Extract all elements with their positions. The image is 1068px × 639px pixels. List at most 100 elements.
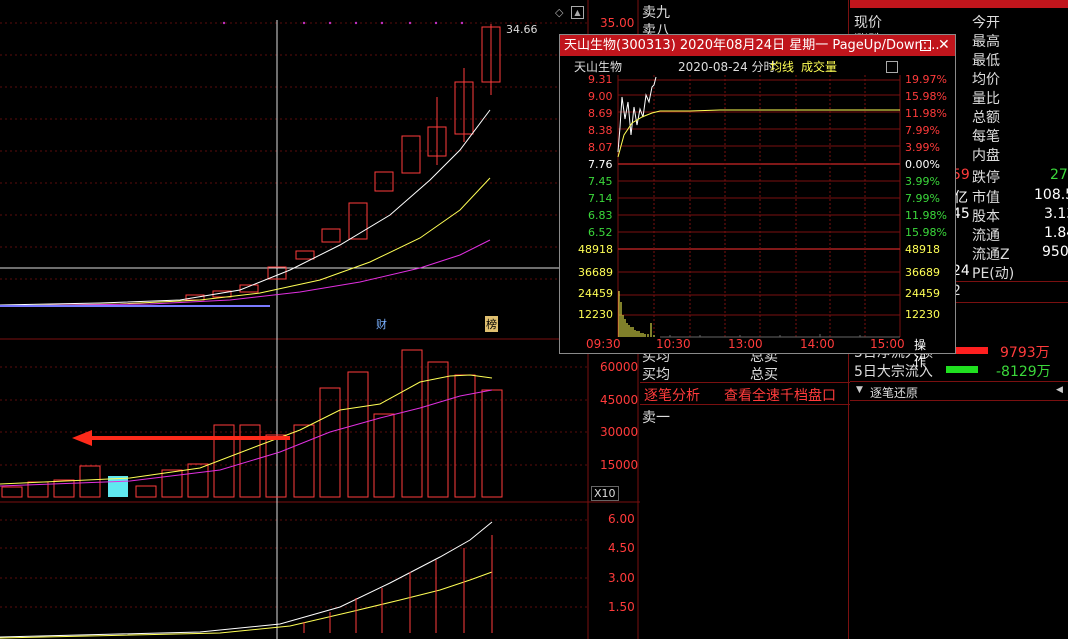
popup-title-text: 天山生物(300313) 2020年08月24日 星期一 PageUp/Down… bbox=[564, 38, 940, 53]
flow2-label: 5日大宗流入 bbox=[854, 364, 933, 380]
indicator-axis-1-5: 1.50 bbox=[608, 600, 635, 614]
popup-price-0: 9.31 bbox=[588, 73, 613, 86]
popup-price-2: 8.69 bbox=[588, 107, 613, 120]
quote-mid-left-0: 59 bbox=[952, 167, 970, 183]
popup-pct-2: 11.98% bbox=[905, 107, 947, 120]
quote-mid-label-float: 流通 bbox=[972, 228, 1000, 244]
quote-label-price: 现价 bbox=[854, 15, 882, 31]
sell-9-label: 卖九 bbox=[642, 5, 670, 21]
quote-mid-label-shares: 股本 bbox=[972, 209, 1000, 225]
popup-vol-right-2: 24459 bbox=[905, 287, 940, 300]
section-collapse-icon[interactable]: ◀ bbox=[1056, 385, 1063, 395]
quote-label-high: 最高 bbox=[972, 34, 1000, 50]
high-price-marker: 34.66 bbox=[506, 23, 538, 36]
popup-close-icon[interactable]: ✕ bbox=[938, 37, 950, 53]
popup-pct-6: 3.99% bbox=[905, 175, 940, 188]
popup-vol-left-3: 12230 bbox=[578, 308, 613, 321]
quote-label-low: 最低 bbox=[972, 53, 1000, 69]
price-axis-label: 35.00 bbox=[600, 16, 635, 30]
section-expand-icon[interactable]: ▼ bbox=[856, 385, 863, 395]
section-tick-restore[interactable]: 逐笔还原 bbox=[870, 386, 919, 400]
flow1-bar bbox=[954, 347, 988, 354]
quote-label-amount: 总额 bbox=[972, 110, 1000, 126]
quote-mid-value-3: 1.84 bbox=[1044, 225, 1068, 241]
popup-pct-1: 15.98% bbox=[905, 90, 947, 103]
quote-label-avg: 均价 bbox=[972, 72, 1000, 88]
popup-vol-right-1: 36689 bbox=[905, 266, 940, 279]
popup-price-4: 8.07 bbox=[588, 141, 613, 154]
popup-avg-line-label: 均线 bbox=[770, 60, 795, 74]
flow1-value: 9793万 bbox=[1000, 345, 1050, 361]
popup-price-1: 9.00 bbox=[588, 90, 613, 103]
collapse-icon[interactable]: ▲ bbox=[571, 6, 584, 19]
quote-label-vol-ratio: 量比 bbox=[972, 91, 1000, 107]
popup-vol-right-3: 12230 bbox=[905, 308, 940, 321]
quote-mid-label-mktcap: 市值 bbox=[972, 190, 1000, 206]
quote-mid-left-5: 24 bbox=[952, 263, 970, 279]
tab-full-depth[interactable]: 查看全速千档盘口 bbox=[724, 388, 836, 404]
popup-price-8: 6.83 bbox=[588, 209, 613, 222]
quote-label-per-trade: 每笔 bbox=[972, 129, 1000, 145]
popup-vol-right-0: 48918 bbox=[905, 243, 940, 256]
kline-chart[interactable]: ◇ ▲ 35.00 34.66 财 榜 60000 45000 30000 15… bbox=[0, 0, 640, 639]
popup-chart-svg bbox=[617, 75, 901, 338]
popup-price-9: 6.52 bbox=[588, 226, 613, 239]
sell-1-label: 卖一 bbox=[642, 410, 670, 426]
intraday-popup-window[interactable]: 天山生物(300313) 2020年08月24日 星期一 PageUp/Down… bbox=[559, 34, 956, 369]
popup-ops-button[interactable]: 操作 bbox=[914, 338, 927, 369]
volume-axis-30000: 30000 bbox=[600, 425, 639, 439]
popup-vol-left-0: 48918 bbox=[578, 243, 613, 256]
flow2-bar bbox=[946, 366, 978, 373]
popup-price-7: 7.14 bbox=[588, 192, 613, 205]
indicator-axis-3: 3.00 bbox=[608, 571, 635, 585]
popup-titlebar[interactable]: 天山生物(300313) 2020年08月24日 星期一 PageUp/Down… bbox=[560, 35, 955, 56]
quote-mid-value-1: 108.5 bbox=[1034, 187, 1068, 203]
volume-axis-60000: 60000 bbox=[600, 360, 639, 374]
flow2-value: -8129万 bbox=[996, 364, 1051, 380]
quote-mid-value-0: 27 bbox=[1050, 167, 1068, 183]
indicator-axis-4-5: 4.50 bbox=[608, 541, 635, 555]
popup-pct-5: 0.00% bbox=[905, 158, 940, 171]
ranking-event-marker[interactable]: 榜 bbox=[485, 316, 498, 332]
volume-axis-45000: 45000 bbox=[600, 393, 639, 407]
popup-date: 2020-08-24 分时 bbox=[678, 60, 776, 74]
buy-avg-label-2: 买均 bbox=[642, 367, 670, 383]
quote-mid-value-2: 3.13 bbox=[1044, 206, 1068, 222]
popup-stock-name: 天山生物 bbox=[574, 60, 623, 74]
total-buy-label: 总买 bbox=[750, 367, 778, 383]
popup-maximize-icon[interactable] bbox=[920, 40, 931, 51]
tab-tick-analysis[interactable]: 逐笔分析 bbox=[644, 388, 700, 404]
popup-time-0930: 09:30 bbox=[586, 337, 621, 351]
quote-label-open: 今开 bbox=[972, 15, 1000, 31]
popup-pct-4: 3.99% bbox=[905, 141, 940, 154]
popup-pct-3: 7.99% bbox=[905, 124, 940, 137]
popup-settings-icon[interactable] bbox=[886, 61, 898, 73]
quote-mid-left-1: 亿 bbox=[954, 190, 968, 206]
finance-event-marker[interactable]: 财 bbox=[376, 318, 387, 331]
popup-pct-9: 15.98% bbox=[905, 226, 947, 239]
quote-extra-char: 2 bbox=[952, 283, 961, 299]
popup-time-1030: 10:30 bbox=[656, 337, 691, 351]
popup-price-3: 8.38 bbox=[588, 124, 613, 137]
popup-time-1400: 14:00 bbox=[800, 337, 835, 351]
quote-mid-label-limit-down: 跌停 bbox=[972, 170, 1000, 186]
quote-mid-label-float-z: 流通Z bbox=[972, 247, 1010, 263]
diamond-icon[interactable]: ◇ bbox=[555, 6, 564, 19]
popup-price-5: 7.76 bbox=[588, 158, 613, 171]
volume-axis-15000: 15000 bbox=[600, 458, 639, 472]
popup-time-1300: 13:00 bbox=[728, 337, 763, 351]
quote-mid-left-2: 45 bbox=[952, 206, 970, 222]
indicator-axis-6: 6.00 bbox=[608, 512, 635, 526]
quote-label-inner: 内盘 bbox=[972, 148, 1000, 164]
kline-svg bbox=[0, 0, 640, 639]
volume-multiplier: X10 bbox=[591, 486, 619, 501]
popup-vol-left-2: 24459 bbox=[578, 287, 613, 300]
popup-price-6: 7.45 bbox=[588, 175, 613, 188]
popup-vol-left-1: 36689 bbox=[578, 266, 613, 279]
popup-pct-8: 11.98% bbox=[905, 209, 947, 222]
popup-volume-label: 成交量 bbox=[801, 60, 838, 74]
popup-subheader: 天山生物 2020-08-24 分时 均线 成交量 bbox=[560, 57, 955, 77]
popup-pct-0: 19.97% bbox=[905, 73, 947, 86]
popup-pct-7: 7.99% bbox=[905, 192, 940, 205]
quote-mid-label-pe: PE(动) bbox=[972, 266, 1015, 282]
